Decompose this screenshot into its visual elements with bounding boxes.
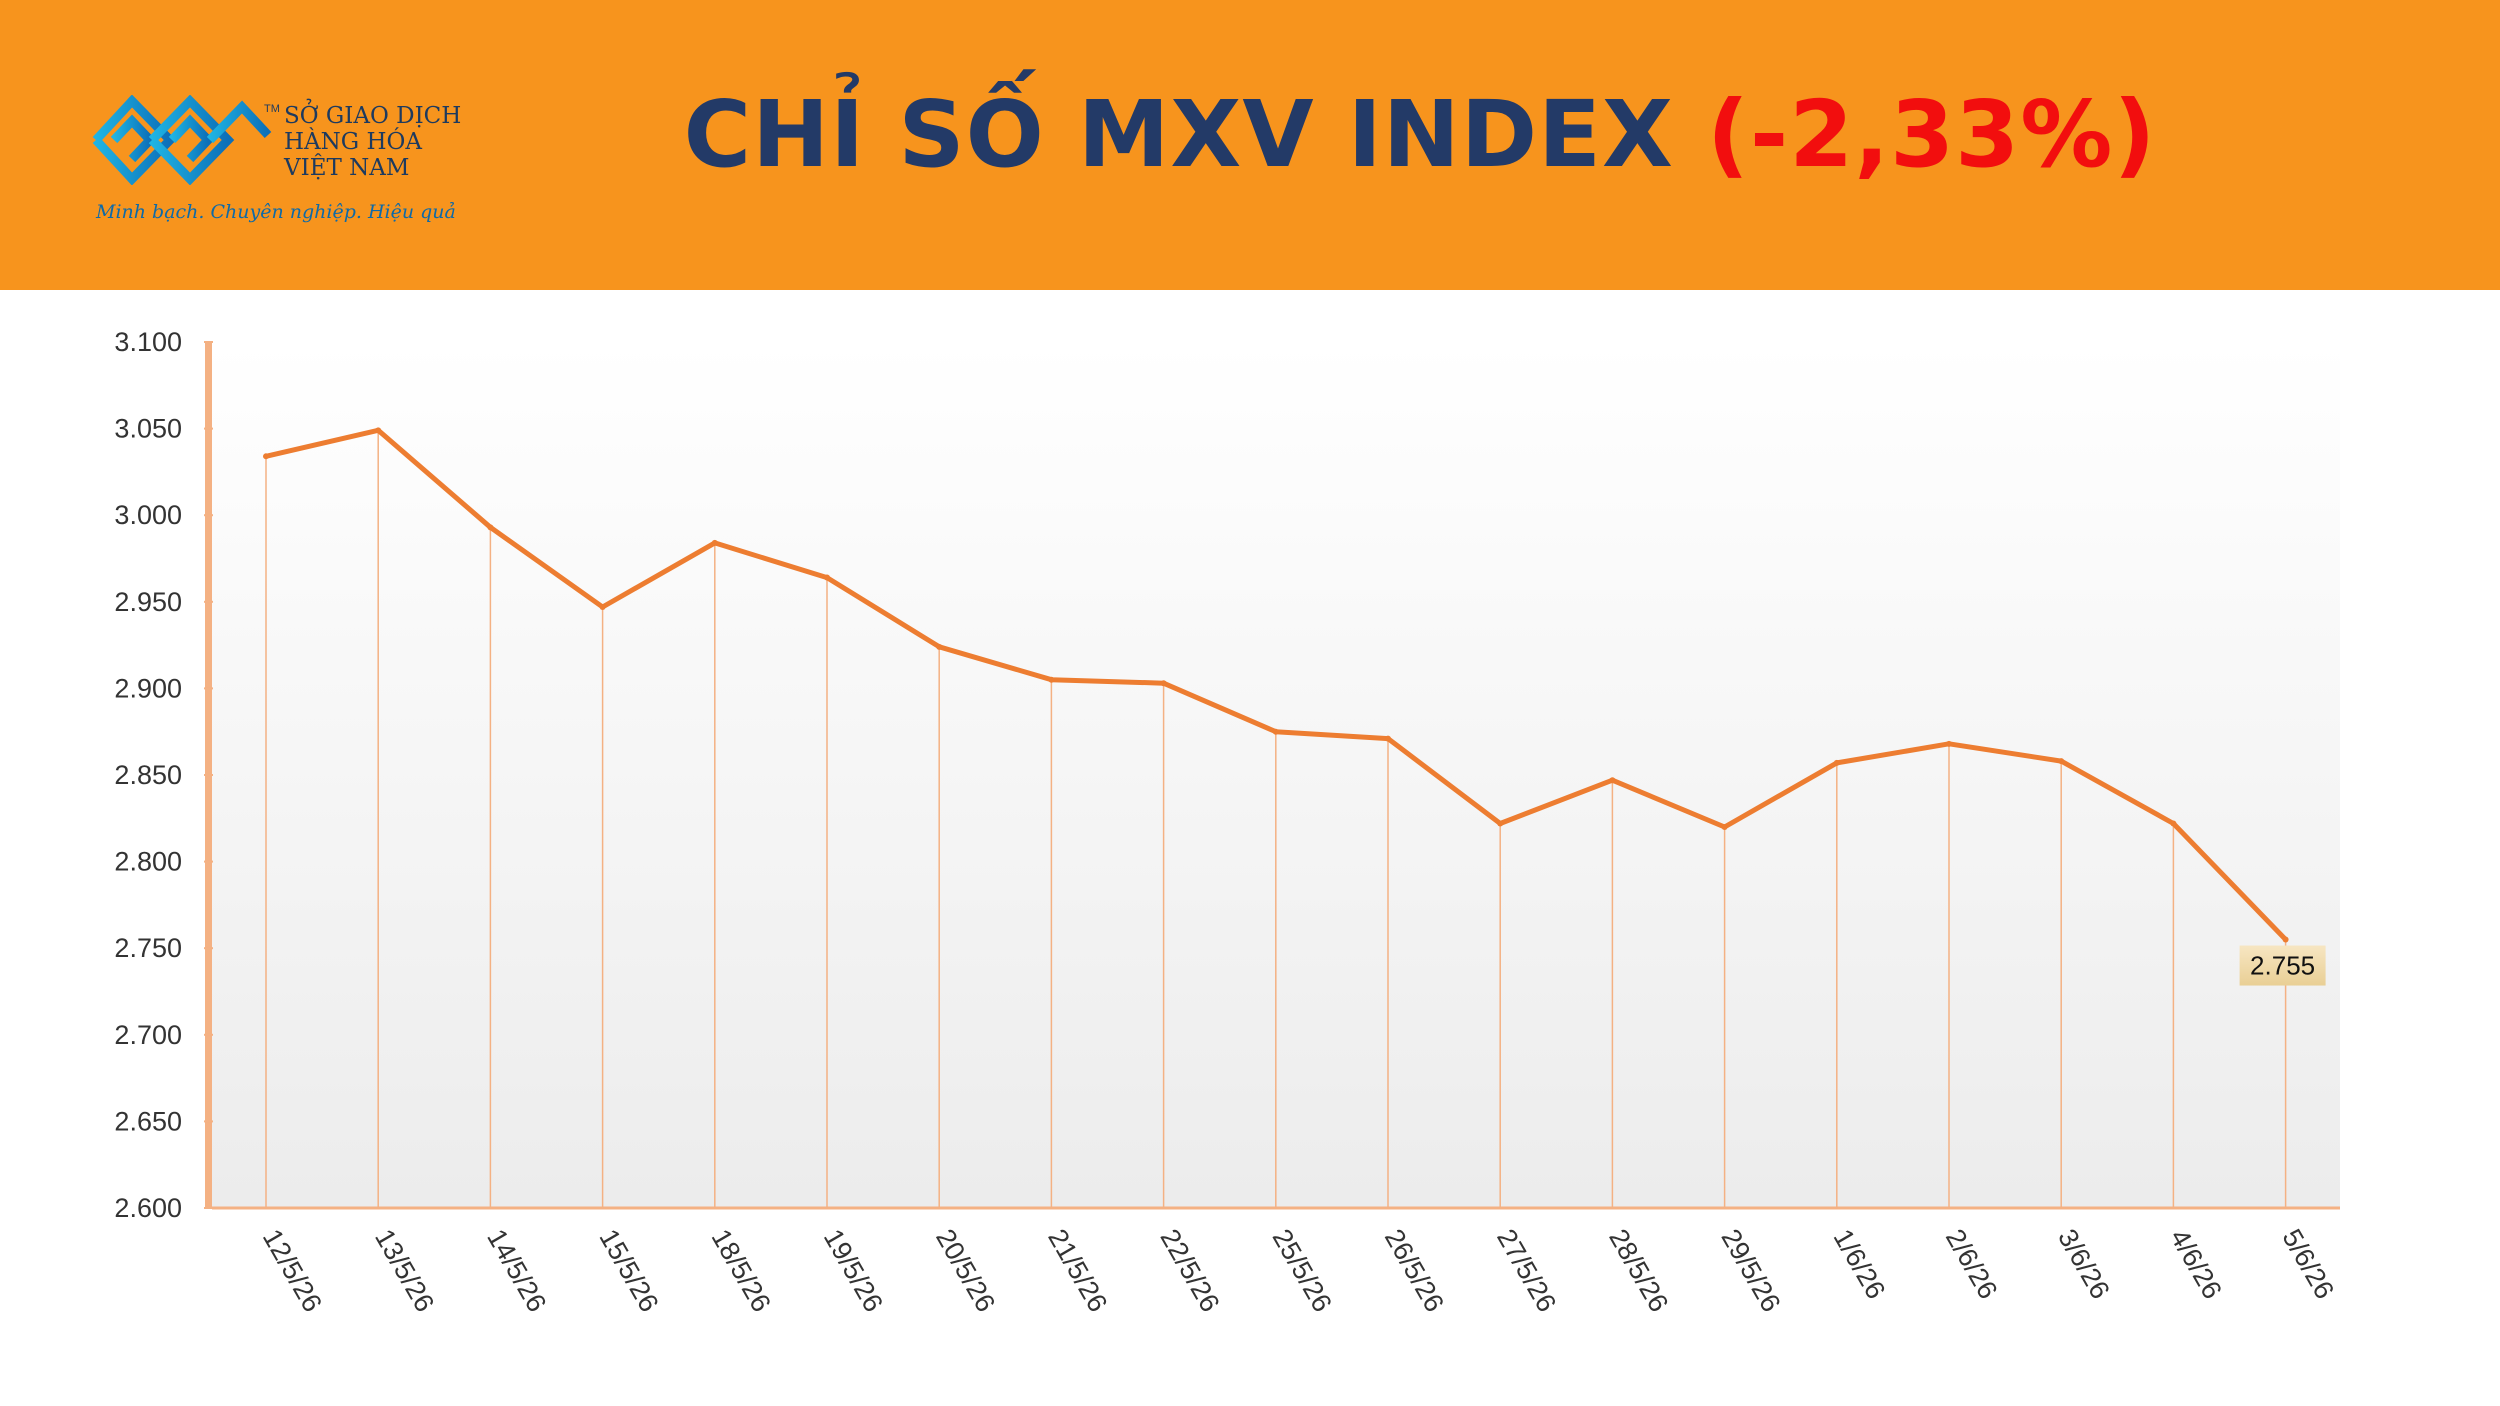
x-tick-label: 26/5/26	[1379, 1224, 1450, 1317]
data-point	[1721, 823, 1728, 830]
x-tick-label: 18/5/26	[706, 1224, 777, 1317]
last-value-label-text: 2.755	[2250, 951, 2315, 981]
data-point	[1497, 820, 1504, 827]
data-point	[2282, 936, 2289, 943]
last-value-label: 2.755	[2239, 945, 2326, 986]
data-point	[1272, 728, 1279, 735]
mxv-logo: TM SỞ GIAO DỊCH HÀNG HÓA VIỆT NAM Minh b…	[92, 95, 492, 245]
data-point	[711, 539, 718, 546]
x-tick-label: 28/5/26	[1603, 1224, 1674, 1317]
y-tick-label: 2.600	[114, 1193, 182, 1223]
x-tick-label: 25/5/26	[1267, 1224, 1338, 1317]
data-point	[1609, 777, 1616, 784]
drop-lines	[265, 430, 2287, 1208]
data-point	[263, 453, 269, 460]
label-layer: 2.755	[2239, 945, 2326, 986]
x-tick-label: 15/5/26	[593, 1224, 664, 1317]
x-tick-label: 21/5/26	[1042, 1224, 1113, 1317]
x-tick-label: 19/5/26	[818, 1224, 889, 1317]
x-axis: 12/5/26 13/5/26 14/5/26 15/5/26 18/5/26 19/5/…	[212, 1206, 2340, 1317]
y-tick-label: 3.000	[114, 500, 182, 530]
x-tick-label: 3/6/26	[2052, 1224, 2116, 1304]
x-tick-label: 5/6/26	[2276, 1224, 2340, 1304]
x-tick-label: 13/5/26	[369, 1224, 440, 1317]
y-tick-label: 2.700	[114, 1020, 182, 1050]
last-value-label-box	[2239, 945, 2326, 986]
logo-name-line1: SỞ GIAO DỊCH	[284, 103, 462, 129]
y-tick-label: 2.750	[114, 933, 182, 963]
y-axis: 2.600 2.650 2.700 2.750 2.800 2.850 2.900 2.950…	[114, 327, 213, 1223]
title-change-percent: (-2,33%)	[1706, 81, 2157, 188]
x-tick-label: 1/6/26	[1828, 1224, 1892, 1304]
chart-title: CHỈ SỐ MXV INDEX (-2,33%)	[560, 70, 2280, 200]
data-point	[1946, 740, 1952, 747]
title-main: CHỈ SỐ MXV INDEX	[683, 81, 1707, 188]
logo-company-name: SỞ GIAO DỊCH HÀNG HÓA VIỆT NAM	[284, 103, 504, 181]
line-chart: 2.600 2.650 2.700 2.750 2.800 2.850 2.900 2.950…	[0, 290, 2500, 1406]
x-tick-label: 22/5/26	[1154, 1224, 1225, 1317]
x-tick-label: 12/5/26	[257, 1224, 328, 1317]
point-layer	[263, 427, 2289, 943]
x-tick-label: 27/5/26	[1491, 1224, 1562, 1317]
logo-name-line2: HÀNG HÓA	[284, 129, 422, 155]
y-tick-label: 2.800	[114, 847, 182, 877]
data-point	[936, 643, 943, 650]
logo-tagline: Minh bạch. Chuyên nghiệp. Hiệu quả	[96, 201, 456, 223]
header-banner: TM SỞ GIAO DỊCH HÀNG HÓA VIỆT NAM Minh b…	[0, 0, 2500, 290]
logo-name-line3: VIỆT NAM	[284, 155, 410, 181]
data-point	[1385, 735, 1391, 742]
data-point	[599, 603, 606, 610]
data-point	[1833, 759, 1840, 766]
data-point	[375, 427, 382, 434]
y-tick-label: 3.100	[114, 327, 182, 357]
y-tick-label: 2.950	[114, 587, 182, 617]
x-tick-label: 14/5/26	[481, 1224, 552, 1317]
x-tick-label: 20/5/26	[930, 1224, 1001, 1317]
mxv-logo-icon	[92, 95, 272, 185]
x-tick-label: 2/6/26	[1940, 1224, 2004, 1304]
chart-svg: 2.600 2.650 2.700 2.750 2.800 2.850 2.900 2.950…	[114, 327, 2340, 1317]
data-point	[824, 574, 830, 581]
data-point	[2058, 758, 2065, 765]
data-point	[1048, 676, 1055, 683]
logo-trademark: TM	[264, 103, 280, 115]
y-tick-label: 3.050	[114, 414, 182, 444]
data-point	[1160, 680, 1167, 687]
x-tick-label: 4/6/26	[2164, 1224, 2228, 1304]
data-point	[2170, 820, 2177, 827]
y-tick-label: 2.900	[114, 673, 182, 703]
x-tick-label: 29/5/26	[1715, 1224, 1786, 1317]
y-tick-label: 2.850	[114, 760, 182, 790]
y-tick-label: 2.650	[114, 1106, 182, 1136]
data-point	[487, 524, 494, 531]
